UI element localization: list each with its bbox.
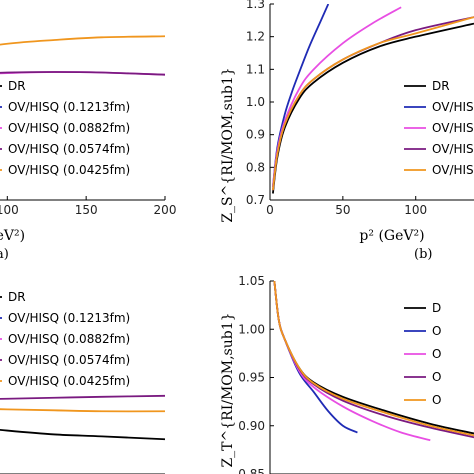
x-axis-label: p² (GeV²): [359, 228, 424, 244]
curves: [273, 281, 474, 442]
x-tick-label: 200: [154, 203, 177, 217]
panel-a: 100 150 200 DR OV/HISQ (0.1213fm) OV/HISQ (0.…: [0, 35, 177, 262]
series-line: [0, 394, 165, 400]
y-tick-label: 1.3: [246, 0, 265, 11]
legend-label: DR: [8, 290, 26, 304]
legend-label: OV/HISQ (0.0574fm): [8, 353, 130, 367]
y-tick-label: 0.90: [238, 419, 265, 433]
series-line: [0, 35, 165, 46]
y-axis-label: Z_T^{RI/MOM,sub1}: [220, 312, 236, 467]
legend-label: OV/HISQ (0.0425fm): [432, 163, 474, 177]
legend-label: OV/HISQ (0.1213fm): [8, 100, 130, 114]
y-tick-label: 0.95: [238, 371, 265, 385]
legend-label: DR: [8, 79, 26, 93]
curves: [0, 35, 165, 76]
legend: DR OV/HISQ (0.1213fm) OV/HISQ (0.0882fm) OV…: [404, 79, 474, 177]
legend-label: OV/HISQ (0.0882fm): [432, 121, 474, 135]
legend-label: DR: [432, 79, 450, 93]
legend-label: O: [432, 324, 441, 338]
legend-label: OV/HISQ (0.0425fm): [8, 374, 130, 388]
y-tick-label: 1.2: [246, 30, 265, 44]
legend-label: OV/HISQ (0.0425fm): [8, 163, 130, 177]
x-axis-label: (GeV²): [0, 228, 25, 244]
series-line: [272, 16, 474, 191]
y-tick-label: 1.1: [246, 62, 265, 76]
panel-d: 0.850.900.951.001.05DOOOOZ_T^{RI/MOM,sub…: [220, 274, 474, 474]
x-tick-label: 150: [75, 203, 98, 217]
curves: [0, 394, 165, 441]
x-tick-label: 100: [0, 203, 19, 217]
y-tick-label: 0.7: [246, 193, 265, 207]
legend-label: O: [432, 393, 441, 407]
panel-label: a): [0, 247, 9, 262]
legend-label: OV/HISQ (0.1213fm): [8, 311, 130, 325]
panel-label: (b): [414, 247, 432, 262]
curves: [272, 4, 474, 194]
legend-label: OV/HISQ (0.0882fm): [8, 121, 130, 135]
y-tick-label: 0.8: [246, 160, 265, 174]
y-tick-label: 0.9: [246, 128, 265, 142]
legend: DR OV/HISQ (0.1213fm) OV/HISQ (0.0882fm) OV…: [0, 79, 130, 177]
series-line: [0, 71, 165, 76]
series-line: [273, 281, 431, 442]
legend-label: OV/HISQ (0.0574fm): [432, 142, 474, 156]
series-line: [273, 281, 474, 437]
legend-label: O: [432, 347, 441, 361]
y-tick-label: 1.00: [238, 322, 265, 336]
legend-label: D: [432, 301, 441, 315]
x-tick-label: 100: [404, 203, 427, 217]
y-tick-label: 1.05: [238, 274, 265, 288]
panel-c: DR OV/HISQ (0.1213fm) OV/HISQ (0.0882fm) OV…: [0, 290, 165, 474]
legend-label: OV/HISQ (0.0574fm): [8, 142, 130, 156]
x-tick-label: 50: [335, 203, 350, 217]
x-tick-label: 0: [266, 203, 274, 217]
legend-label: OV/HISQ (0.0882fm): [8, 332, 130, 346]
series-line: [0, 428, 165, 441]
panel-b: 0 50 100 0.7 0.8 0.9 1.0 1.1 1.2 1.3 DR OV/HISQ (0.…: [220, 0, 474, 262]
series-line: [273, 281, 474, 435]
series-line: [0, 408, 165, 413]
series-line: [273, 281, 358, 434]
y-tick-label: 1.0: [246, 95, 265, 109]
y-tick-label: 0.85: [238, 467, 265, 474]
series-line: [273, 281, 474, 439]
y-axis-label: Z_S^{RI/MOM,sub1}: [220, 67, 236, 222]
legend-label: OV/HISQ (0.1213fm): [432, 100, 474, 114]
series-line: [272, 6, 402, 188]
legend: DR OV/HISQ (0.1213fm) OV/HISQ (0.0882fm) OV…: [0, 290, 130, 388]
legend-label: O: [432, 370, 441, 384]
